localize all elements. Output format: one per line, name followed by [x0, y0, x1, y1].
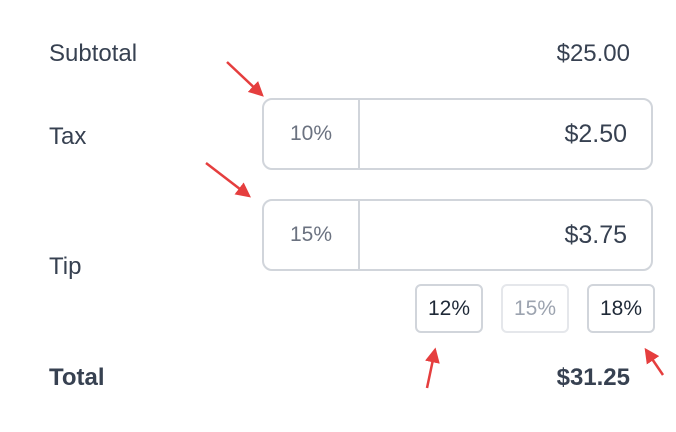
tip-input[interactable]: 15% $3.75 — [262, 199, 653, 271]
tip-preset-15-button[interactable]: 15% — [501, 284, 569, 333]
arrow-icon — [226, 61, 264, 97]
arrow-icon — [644, 347, 665, 376]
subtotal-label: Subtotal — [49, 40, 138, 67]
tip-percent[interactable]: 15% — [264, 201, 360, 269]
arrow-icon — [425, 347, 440, 389]
tax-percent[interactable]: 10% — [264, 100, 360, 168]
tax-amount[interactable]: $2.50 — [564, 119, 627, 148]
arrow-icon — [205, 162, 251, 198]
tip-label: Tip — [49, 253, 82, 280]
tax-input[interactable]: 10% $2.50 — [262, 98, 653, 170]
subtotal-value: $25.00 — [556, 40, 630, 67]
tip-preset-18-button[interactable]: 18% — [587, 284, 655, 333]
total-label: Total — [49, 364, 105, 391]
total-value: $31.25 — [556, 364, 630, 391]
tip-preset-12-button[interactable]: 12% — [415, 284, 483, 333]
tax-label: Tax — [49, 123, 87, 150]
tip-amount[interactable]: $3.75 — [564, 220, 627, 249]
